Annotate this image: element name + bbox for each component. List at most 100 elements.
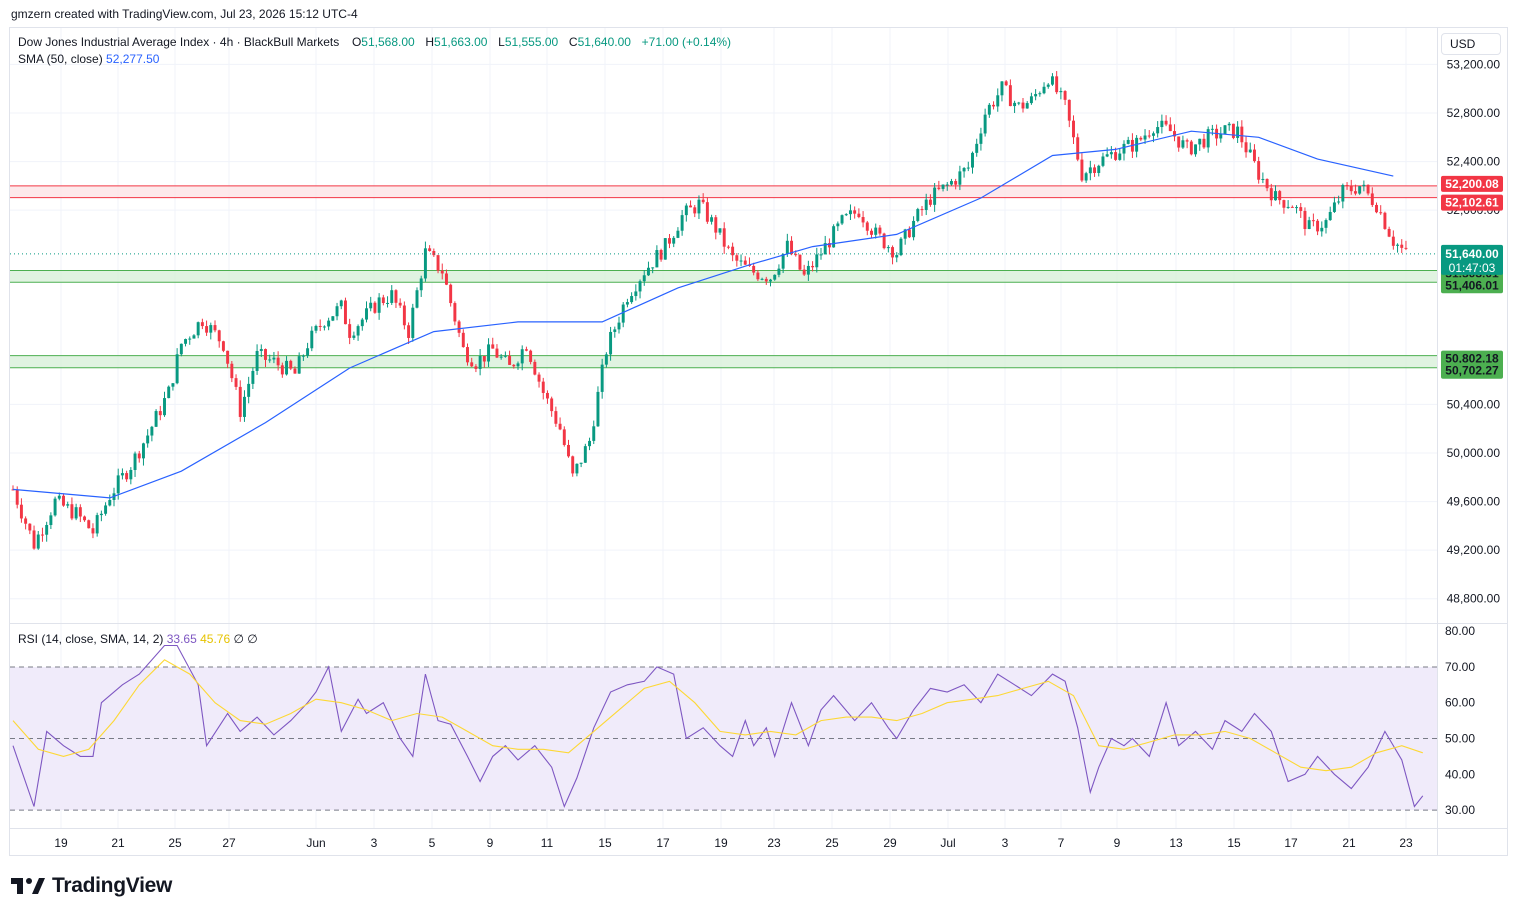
candle-up	[663, 238, 667, 260]
close-value: 51,640.00	[577, 35, 631, 49]
candle-up	[516, 363, 520, 367]
candle-down	[865, 222, 869, 231]
time-tick-label: 13	[1169, 836, 1183, 850]
candle-down	[453, 303, 457, 322]
candle-down	[264, 349, 267, 360]
tradingview-brand[interactable]: TradingView	[11, 874, 172, 898]
candle-up	[108, 499, 112, 506]
candle-up	[996, 95, 1000, 107]
bar-countdown-label: 01:47:03	[1449, 261, 1496, 275]
candle-up	[1295, 207, 1299, 209]
rsi-tick-label: 70.00	[1445, 660, 1475, 674]
candle-up	[339, 300, 343, 307]
candle-up	[945, 184, 949, 186]
candle-down	[200, 322, 204, 327]
candle-up	[1274, 191, 1277, 201]
time-tick-label: Jul	[940, 836, 955, 850]
candle-down	[1021, 102, 1025, 109]
candle-down	[1185, 140, 1189, 142]
candle-up	[1320, 227, 1324, 232]
candle-up	[630, 296, 634, 303]
candle-up	[45, 525, 49, 535]
candle-up	[1097, 165, 1101, 173]
candle-down	[230, 363, 234, 379]
candle-up	[74, 507, 78, 519]
sma-50-line	[12, 130, 1394, 499]
candle-up	[823, 243, 827, 255]
candle-down	[474, 366, 478, 369]
candle-up	[251, 370, 255, 384]
candle-up	[175, 354, 179, 384]
candle-up	[962, 168, 966, 172]
candle-up	[609, 331, 613, 355]
candle-up	[331, 316, 335, 321]
candle-down	[137, 453, 141, 459]
support-bottom-label: 51,406.01	[1445, 278, 1499, 292]
candle-up	[327, 320, 331, 327]
candle-up	[365, 308, 368, 320]
candle-down	[857, 213, 861, 218]
candle-down	[343, 300, 347, 325]
candle-down	[571, 456, 575, 474]
candle-up	[718, 228, 722, 233]
candle-up	[1013, 102, 1017, 107]
candle-down	[1168, 124, 1172, 132]
candle-up	[57, 495, 61, 499]
candle-down	[428, 248, 432, 252]
candle-up	[1362, 184, 1366, 187]
candle-up	[120, 473, 124, 476]
candle-down	[62, 495, 65, 506]
candle-up	[285, 360, 289, 375]
candle-up	[1025, 103, 1029, 109]
time-tick-label: 9	[487, 836, 494, 850]
candle-up	[1219, 133, 1223, 139]
candle-down	[466, 347, 469, 363]
resistance-bottom-label: 52,102.61	[1445, 196, 1499, 210]
candle-up	[301, 355, 305, 357]
candle-down	[461, 332, 465, 348]
candle-down	[726, 246, 730, 248]
resistance-bottom-label-bg	[1441, 194, 1503, 211]
candle-down	[545, 392, 549, 399]
candle-down	[1400, 244, 1404, 248]
currency-selector[interactable]: USD	[1441, 33, 1501, 55]
last-price-label-bg	[1441, 244, 1503, 275]
candle-down	[440, 270, 444, 274]
candle-down	[907, 229, 911, 238]
open-value: 51,568.00	[361, 35, 415, 49]
candle-down	[158, 411, 162, 416]
price-tick-label: 50,400.00	[1447, 397, 1501, 411]
candle-up	[1038, 93, 1042, 95]
candle-up	[840, 215, 844, 224]
candle-down	[756, 272, 760, 280]
candle-up	[781, 253, 785, 269]
candle-down	[550, 398, 554, 412]
candle-down	[87, 520, 91, 529]
candle-up	[499, 356, 503, 358]
symbol-title[interactable]: Dow Jones Industrial Average Index · 4h …	[18, 35, 340, 49]
candle-up	[116, 475, 120, 494]
candle-down	[1189, 141, 1193, 155]
candle-down	[1316, 220, 1320, 232]
rsi-extra-1: ∅	[233, 632, 244, 646]
rsi-label[interactable]: RSI (14, close, SMA, 14, 2)	[18, 632, 164, 646]
candle-up	[924, 199, 928, 210]
candle-up	[1261, 178, 1265, 180]
candle-down	[1311, 220, 1315, 222]
candle-up	[1227, 123, 1231, 126]
support-top-label: 50,802.18	[1445, 352, 1499, 366]
candle-down	[853, 210, 857, 214]
sma-label[interactable]: SMA (50, close)	[18, 52, 103, 66]
candle-down	[213, 325, 217, 331]
candle-up	[310, 330, 314, 349]
candle-down	[764, 278, 768, 282]
close-label: C	[568, 35, 578, 49]
candle-up	[710, 217, 714, 222]
candle-down	[1379, 212, 1383, 214]
rsi-line	[12, 644, 1424, 809]
candle-down	[802, 269, 806, 275]
candle-up	[1332, 202, 1336, 212]
sma-legend: SMA (50, close) 52,277.50	[18, 52, 159, 66]
candle-up	[600, 364, 604, 392]
